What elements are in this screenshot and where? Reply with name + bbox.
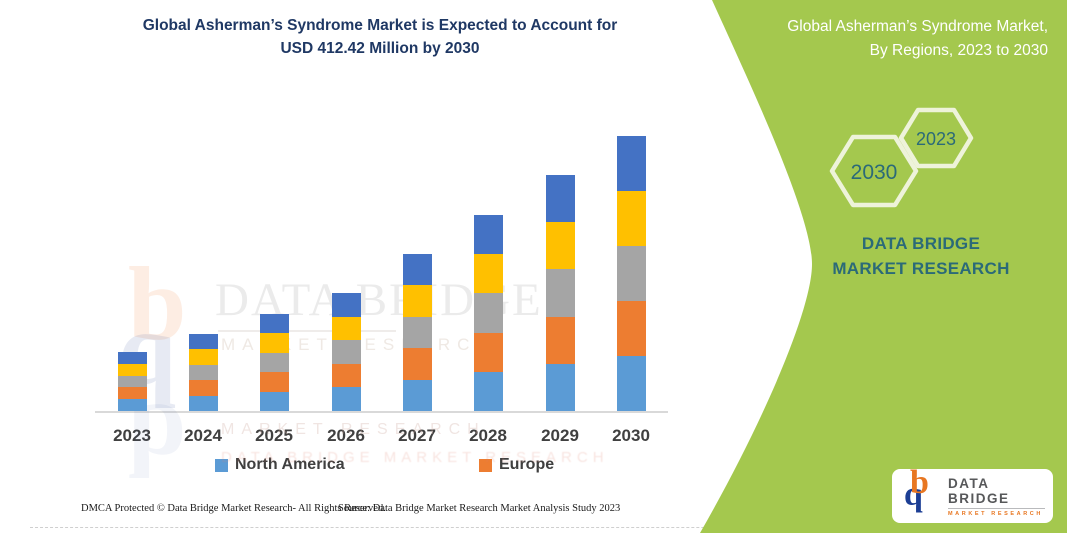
x-axis-label-2026: 2026	[327, 426, 365, 445]
bar-segment	[473, 214, 503, 255]
bar-segment	[331, 316, 361, 341]
bar-segment	[331, 363, 361, 388]
bar-segment	[117, 375, 147, 388]
bar-segment	[188, 380, 218, 396]
brand-logo-card: b b DATA BRIDGE MARKET RESEARCH	[892, 464, 1053, 523]
bar-segment	[402, 316, 432, 349]
bar-segment	[331, 387, 361, 411]
legend-item-europe: Europe	[479, 456, 554, 474]
bar-2030	[616, 136, 646, 411]
bar-segment	[117, 352, 147, 364]
chart-title-line2: USD 412.42 Million by 2030	[280, 40, 480, 57]
x-axis-label-2024: 2024	[184, 426, 222, 445]
bar-segment	[402, 285, 432, 317]
legend-label-europe: Europe	[499, 456, 555, 473]
logo-card-subtitle: MARKET RESEARCH	[948, 510, 1043, 517]
bar-segment	[117, 387, 147, 400]
side-panel-title: Global Asherman’s Syndrome Market, By Re…	[730, 15, 1048, 63]
bar-2023	[117, 352, 147, 411]
x-axis-label-2025: 2025	[255, 426, 293, 445]
side-panel-background	[700, 0, 1067, 533]
x-axis-label-2027: 2027	[398, 426, 436, 445]
bar-segment	[188, 395, 218, 411]
bar-segment	[545, 363, 575, 411]
footer-source: Source: Data Bridge Market Research Mark…	[338, 503, 621, 514]
bar-segment	[616, 191, 646, 247]
bar-segment	[473, 371, 503, 411]
hexagon-2030	[829, 134, 919, 208]
bar-segment	[259, 391, 289, 411]
footer-copyright: DMCA Protected © Data Bridge Market Rese…	[81, 503, 386, 514]
x-axis-label-2030: 2030	[612, 426, 650, 445]
bar-segment	[259, 352, 289, 373]
bar-2028	[473, 214, 503, 411]
bar-2024	[188, 334, 218, 411]
x-axis-line	[95, 411, 668, 413]
legend-item-north-america: North America	[215, 456, 345, 474]
bar-2025	[259, 314, 289, 411]
bar-segment	[473, 254, 503, 294]
side-panel-title-line2: By Regions, 2023 to 2030	[869, 42, 1048, 59]
bar-segment	[117, 399, 147, 411]
bar-segment	[616, 136, 646, 192]
hexagon-year-2023: 2023	[916, 129, 956, 149]
bar-segment	[188, 334, 218, 350]
bar-segment	[402, 379, 432, 411]
bar-segment	[473, 332, 503, 372]
chart-title: Global Asherman’s Syndrome Market is Exp…	[63, 14, 697, 60]
bar-2027	[402, 254, 432, 411]
bar-segment	[473, 293, 503, 333]
bar-2029	[545, 174, 575, 411]
bar-segment	[259, 333, 289, 353]
bar-segment	[117, 363, 147, 376]
bar-2026	[331, 293, 361, 411]
legend-swatch-europe	[479, 458, 492, 472]
bar-segment	[545, 174, 575, 223]
x-axis-label-2028: 2028	[469, 426, 507, 445]
x-axis-labels: 2023 2024 2025 2026 2027 2028 2029 2030	[0, 426, 700, 450]
chart-title-line1: Global Asherman’s Syndrome Market is Exp…	[142, 17, 618, 34]
x-axis-label-2029: 2029	[541, 426, 579, 445]
legend-swatch-north-america	[215, 458, 228, 472]
chart-legend: North America Europe	[0, 456, 700, 478]
x-axis-label-2023: 2023	[113, 426, 151, 445]
bar-segment	[188, 364, 218, 381]
bar-segment	[545, 316, 575, 364]
page-bottom-rule	[30, 527, 1040, 528]
logo-card-brand: DATA BRIDGE	[948, 476, 1045, 509]
footer: DMCA Protected © Data Bridge Market Rese…	[0, 503, 700, 519]
bar-segment	[331, 293, 361, 317]
bar-segment	[616, 246, 646, 302]
bar-segment	[259, 314, 289, 334]
bar-segment	[545, 222, 575, 270]
bar-segment	[402, 254, 432, 286]
legend-label-north-america: North America	[235, 456, 345, 473]
bar-segment	[259, 372, 289, 392]
side-panel-brand-text: DATA BRIDGE MARKET RESEARCH	[832, 234, 1010, 278]
hexagon-year-2030: 2030	[851, 161, 898, 184]
bar-segment	[616, 356, 646, 411]
bar-segment	[616, 301, 646, 357]
bar-segment	[402, 348, 432, 380]
data-bridge-logo-icon: b b	[904, 464, 929, 518]
hexagon-2023	[898, 107, 974, 169]
bar-segment	[188, 349, 218, 365]
bar-segment	[331, 340, 361, 364]
bar-segment	[545, 269, 575, 317]
side-panel-title-line1: Global Asherman’s Syndrome Market,	[787, 18, 1048, 35]
